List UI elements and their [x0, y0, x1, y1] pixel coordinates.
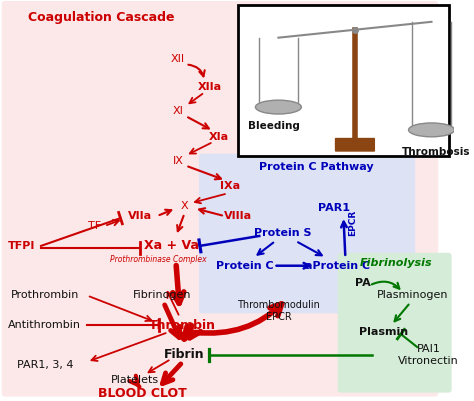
- Text: Plasmin: Plasmin: [359, 327, 408, 337]
- Text: PAR1: PAR1: [318, 203, 350, 213]
- Text: PAI1: PAI1: [417, 344, 440, 354]
- Text: aProtein C: aProtein C: [305, 261, 370, 271]
- Text: Thrombosis: Thrombosis: [402, 147, 471, 157]
- Text: Prothrombinase Complex: Prothrombinase Complex: [110, 255, 207, 264]
- Text: Thrombin: Thrombin: [149, 319, 216, 332]
- Ellipse shape: [409, 123, 455, 137]
- Text: X: X: [181, 201, 188, 211]
- Text: Fibrinolysis: Fibrinolysis: [360, 258, 432, 268]
- Text: Prothrombin: Prothrombin: [11, 290, 79, 300]
- Text: XII: XII: [171, 55, 185, 65]
- Text: Protein C Pathway: Protein C Pathway: [259, 162, 374, 172]
- Text: BLOOD CLOT: BLOOD CLOT: [98, 387, 187, 400]
- FancyBboxPatch shape: [337, 253, 452, 393]
- FancyBboxPatch shape: [335, 138, 375, 152]
- FancyBboxPatch shape: [2, 1, 438, 397]
- Text: XIIa: XIIa: [197, 82, 221, 92]
- Text: TF: TF: [88, 221, 101, 231]
- Text: PAR1, 3, 4: PAR1, 3, 4: [17, 360, 73, 370]
- Text: Platelets: Platelets: [111, 375, 159, 385]
- Text: IX: IX: [173, 156, 183, 166]
- Bar: [238, 5, 449, 156]
- Text: Plasminogen: Plasminogen: [377, 290, 448, 300]
- Text: Protein C: Protein C: [216, 261, 273, 271]
- Text: IXa: IXa: [220, 181, 241, 191]
- Text: Fibrin: Fibrin: [164, 348, 205, 361]
- Text: EPCR: EPCR: [265, 312, 291, 322]
- Ellipse shape: [255, 100, 301, 114]
- Text: Thrombomodulin: Thrombomodulin: [237, 300, 320, 310]
- Text: XIa: XIa: [209, 132, 229, 142]
- Text: Bleeding: Bleeding: [247, 121, 300, 131]
- FancyBboxPatch shape: [199, 154, 415, 313]
- Text: Coagulation Cascade: Coagulation Cascade: [28, 11, 174, 24]
- Text: XI: XI: [173, 106, 183, 116]
- Text: PA: PA: [355, 277, 371, 288]
- Text: Vitronectin: Vitronectin: [398, 356, 459, 366]
- Text: TFPI: TFPI: [8, 241, 36, 251]
- Text: Protein S: Protein S: [255, 228, 312, 238]
- Text: VIIIa: VIIIa: [224, 211, 252, 221]
- Text: VIIa: VIIa: [128, 211, 152, 221]
- Text: Antithrombin: Antithrombin: [9, 320, 82, 330]
- Text: EPCR: EPCR: [348, 210, 357, 236]
- Text: Fibrinogen: Fibrinogen: [132, 290, 191, 300]
- Text: Xa + Va: Xa + Va: [144, 239, 199, 252]
